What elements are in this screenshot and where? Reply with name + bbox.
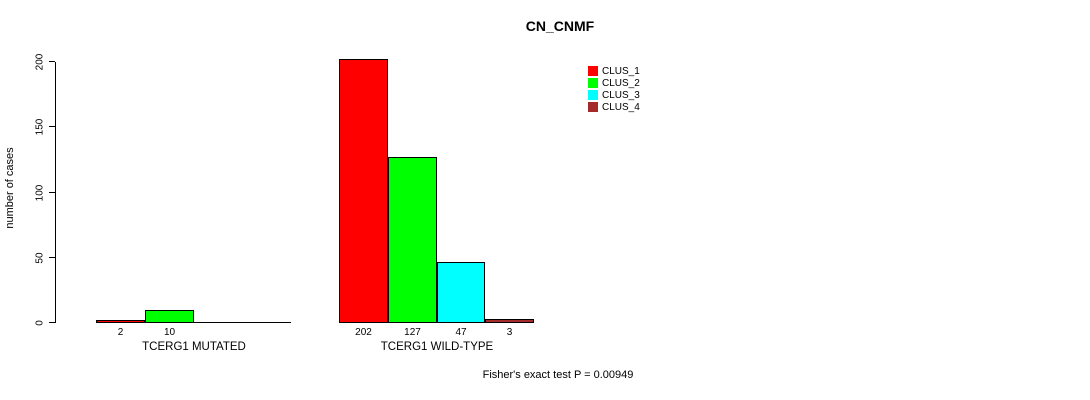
legend-swatch-clus_2 (588, 78, 598, 88)
y-tick-label: 0 (34, 320, 46, 326)
bar-clus_2 (388, 157, 437, 323)
legend-swatch-clus_4 (588, 102, 598, 112)
bar-value-label: 202 (355, 327, 372, 338)
bar-value-label: 47 (455, 327, 467, 338)
y-axis-line (55, 62, 56, 323)
category-label: TCERG1 WILD-TYPE (380, 341, 494, 353)
legend-item: CLUS_2 (588, 77, 640, 89)
bar-clus_3 (437, 262, 485, 323)
y-tick-mark (49, 322, 55, 323)
legend-label: CLUS_4 (602, 101, 640, 113)
legend-label: CLUS_3 (602, 89, 640, 101)
y-tick-mark (49, 257, 55, 258)
y-tick-mark (49, 61, 55, 62)
legend-swatch-clus_3 (588, 90, 598, 100)
legend-label: CLUS_1 (602, 65, 640, 77)
y-tick-label: 200 (34, 53, 46, 71)
y-tick-label: 100 (34, 184, 46, 202)
legend-label: CLUS_2 (602, 77, 640, 89)
y-axis-label: number of cases (4, 147, 16, 229)
y-tick-mark (49, 126, 55, 127)
y-tick-label: 150 (34, 118, 46, 136)
legend-swatch-clus_1 (588, 66, 598, 76)
category-label: TCERG1 MUTATED (142, 341, 246, 353)
bar-value-label: 3 (506, 327, 513, 338)
chart-title: CN_CNMF (525, 18, 595, 34)
y-tick-mark (49, 192, 55, 193)
bar-clus_4 (485, 319, 534, 323)
bar-value-label: 2 (117, 327, 124, 338)
legend-item: CLUS_3 (588, 89, 640, 101)
bar-clus_1 (339, 59, 388, 323)
y-tick-label: 50 (34, 252, 46, 264)
bar-clus_2 (145, 310, 194, 323)
legend-item: CLUS_4 (588, 101, 640, 113)
bar-clus_1 (96, 320, 145, 323)
bar-value-label: 10 (163, 327, 176, 338)
annotation-fisher-test: Fisher's exact test P = 0.00949 (482, 369, 634, 381)
legend-item: CLUS_1 (588, 65, 640, 77)
legend: CLUS_1 CLUS_2 CLUS_3 CLUS_4 (588, 65, 640, 113)
bar-value-label: 127 (404, 327, 421, 338)
